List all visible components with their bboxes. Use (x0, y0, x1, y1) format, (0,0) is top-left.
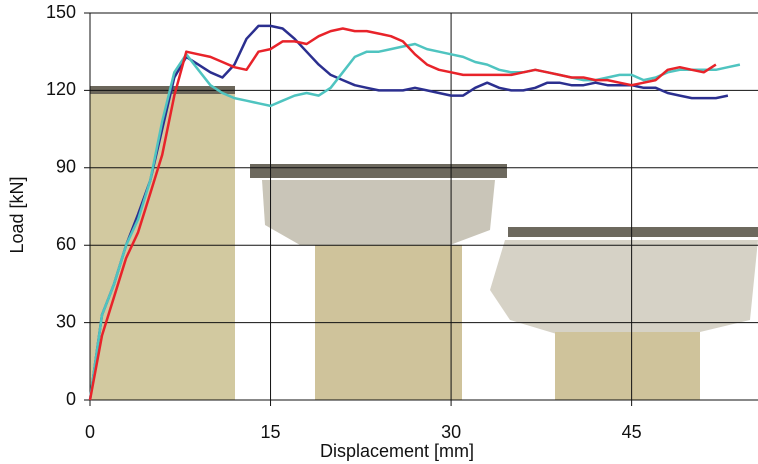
y-tick-label: 60 (56, 234, 76, 254)
specimen-2-cap (262, 180, 495, 245)
specimen-2-plate (250, 164, 507, 178)
x-tick-label: 0 (85, 422, 95, 442)
photo-background (90, 86, 758, 400)
y-axis-label: Load [kN] (7, 176, 27, 253)
specimen-3-cap (490, 240, 758, 335)
x-axis-label: Displacement [mm] (320, 441, 474, 461)
specimen-3 (555, 332, 700, 400)
chart: Displacement [mm] Load [kN] 0 30 60 90 120 15… (0, 0, 758, 464)
specimen-1 (90, 88, 235, 400)
x-tick-label: 45 (622, 422, 642, 442)
y-tick-label: 0 (66, 389, 76, 409)
x-tick-label: 15 (261, 422, 281, 442)
specimen-3-plate (508, 227, 758, 237)
x-tick-label: 30 (441, 422, 461, 442)
y-tick-label: 90 (56, 157, 76, 177)
y-tick-label: 150 (46, 2, 76, 22)
y-tick-label: 120 (46, 79, 76, 99)
y-tick-label: 30 (56, 311, 76, 331)
